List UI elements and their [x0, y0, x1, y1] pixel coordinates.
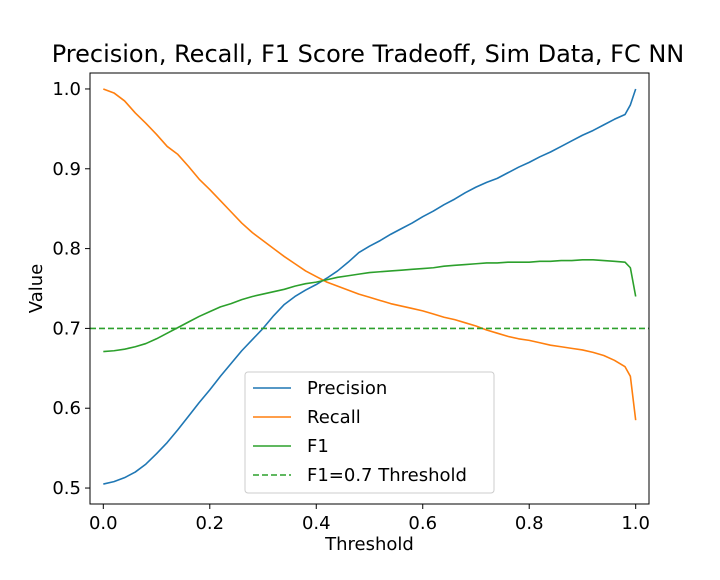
x-tick-label: 0.2	[195, 513, 224, 534]
x-tick-label: 0.8	[515, 513, 544, 534]
legend-label: Recall	[307, 407, 361, 428]
chart-title: Precision, Recall, F1 Score Tradeoff, Si…	[52, 40, 685, 68]
legend: Precision Recall F1 F1=0.7 Threshold	[244, 371, 495, 494]
legend-label: Precision	[307, 378, 387, 399]
y-tick-label: 0.8	[52, 239, 81, 260]
x-tick-label: 1.0	[621, 513, 650, 534]
x-tick-label: 0.4	[302, 513, 331, 534]
series-line-f1	[103, 258, 637, 353]
y-tick-label: 0.7	[52, 318, 81, 339]
legend-label: F1=0.7 Threshold	[307, 465, 467, 486]
series-line-recall	[103, 88, 637, 421]
y-tick-label: 0.6	[52, 398, 81, 419]
legend-box	[244, 371, 495, 494]
legend-label: F1	[307, 436, 329, 457]
x-tick-label: 0.0	[89, 513, 118, 534]
y-tick-label: 0.5	[52, 478, 81, 499]
y-axis-label: Value	[26, 264, 47, 313]
y-tick-label: 1.0	[52, 79, 81, 100]
plot-area-frame	[89, 72, 650, 505]
series-line-precision	[103, 88, 637, 485]
x-tick-label: 0.6	[408, 513, 437, 534]
y-tick-label: 0.9	[52, 159, 81, 180]
x-axis-label: Threshold	[324, 534, 414, 555]
